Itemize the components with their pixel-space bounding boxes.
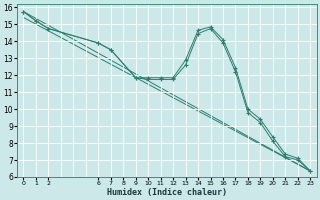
X-axis label: Humidex (Indice chaleur): Humidex (Indice chaleur) <box>107 188 227 197</box>
